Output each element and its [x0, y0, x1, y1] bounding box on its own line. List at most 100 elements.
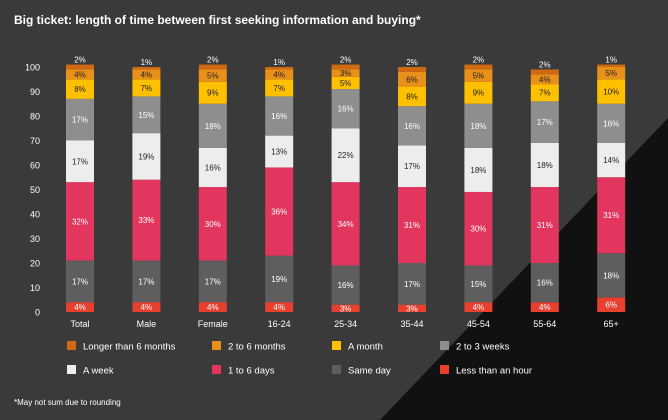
- y-tick-label: 100: [25, 63, 40, 73]
- bar-segment: [597, 103, 626, 143]
- bar-segment: [530, 187, 559, 263]
- bar-stack: [132, 67, 161, 312]
- bar-stack: [331, 64, 360, 312]
- bar-segment: [198, 302, 227, 312]
- legend-item: Longer than 6 months: [67, 341, 176, 353]
- bar-stack: [198, 64, 227, 312]
- data-label: 16%: [271, 112, 287, 121]
- bar-segment: [198, 64, 227, 70]
- legend-label: 2 to 3 weeks: [456, 342, 510, 353]
- bar-segment: [597, 64, 626, 67]
- data-label: 17%: [72, 277, 88, 286]
- y-tick-label: 10: [30, 283, 40, 293]
- bar-segment: [66, 140, 94, 183]
- y-tick-label: 40: [30, 210, 40, 220]
- bar-segment: [597, 253, 626, 298]
- data-label: 33%: [138, 216, 154, 225]
- bar-segment: [331, 128, 360, 183]
- bar-segment: [265, 135, 294, 168]
- data-label: 4%: [539, 303, 551, 312]
- bar-segment: [66, 182, 94, 261]
- bar-segment: [66, 79, 94, 99]
- y-tick-label: 0: [35, 308, 40, 318]
- bar-segment: [597, 297, 626, 312]
- bar-segment: [331, 76, 360, 90]
- data-label: 17%: [205, 277, 221, 286]
- data-label: 4%: [473, 303, 485, 312]
- data-label: 16%: [537, 279, 553, 288]
- y-tick-label: 90: [30, 87, 40, 97]
- data-label: 18%: [603, 271, 619, 280]
- bar-segment: [66, 260, 94, 303]
- bar-segment: [132, 260, 161, 303]
- legend-label: A month: [348, 342, 383, 353]
- data-label: 31%: [537, 221, 553, 230]
- bar-segment: [132, 69, 161, 80]
- bar-segment: [265, 67, 294, 70]
- data-label: 17%: [537, 118, 553, 127]
- legend-swatch: [440, 341, 449, 350]
- data-label: 15%: [138, 111, 154, 120]
- data-label: 9%: [473, 89, 485, 98]
- bar-segment: [530, 84, 559, 102]
- bar-segment: [530, 69, 559, 75]
- y-tick-label: 50: [30, 185, 40, 195]
- bar-segment: [597, 67, 626, 80]
- data-label: 16%: [603, 119, 619, 128]
- data-label: 18%: [470, 122, 486, 131]
- bar-segment: [198, 147, 227, 188]
- data-label: 16%: [404, 122, 420, 131]
- x-tick-label: 35-44: [400, 319, 423, 329]
- data-label: 2%: [340, 56, 352, 65]
- data-label: 16%: [338, 281, 354, 290]
- data-label: 4%: [141, 70, 153, 79]
- footnote: *May not sum due to rounding: [14, 398, 121, 407]
- x-tick-label: 55-64: [533, 319, 556, 329]
- data-label: 9%: [207, 89, 219, 98]
- y-tick-label: 80: [30, 112, 40, 122]
- x-tick-label: 65+: [604, 319, 619, 329]
- data-label: 6%: [406, 75, 418, 84]
- legend-label: 1 to 6 days: [228, 366, 275, 377]
- legend: Longer than 6 months 2 to 6 months A month…: [67, 341, 532, 377]
- legend-label: 2 to 6 months: [228, 342, 286, 353]
- diagonal-shade: [380, 118, 668, 420]
- data-label: 2%: [74, 56, 86, 65]
- data-label: 18%: [537, 161, 553, 170]
- data-label: 17%: [404, 280, 420, 289]
- x-tick-label: Male: [137, 319, 157, 329]
- data-label: 30%: [470, 225, 486, 234]
- data-label: 22%: [338, 151, 354, 160]
- data-label: 3%: [340, 69, 352, 78]
- data-label: 16%: [205, 163, 221, 172]
- bar-segment: [398, 145, 426, 188]
- legend-item: Less than an hour: [440, 365, 532, 377]
- data-label: 4%: [273, 303, 285, 312]
- bar-segment: [66, 64, 94, 70]
- bar-segment: [464, 103, 493, 148]
- data-label: 7%: [539, 89, 551, 98]
- legend-label: Longer than 6 months: [83, 342, 176, 353]
- legend-item: 2 to 6 months: [212, 341, 286, 353]
- bar-segment: [530, 302, 559, 312]
- legend-item: 1 to 6 days: [212, 365, 275, 377]
- bar-segment: [597, 177, 626, 254]
- bar-segment: [464, 302, 493, 312]
- bar-segment: [597, 142, 626, 178]
- data-label: 16%: [338, 105, 354, 114]
- bar-segment: [398, 86, 426, 107]
- data-label: 5%: [340, 79, 352, 88]
- legend-swatch: [212, 341, 221, 350]
- data-label: 8%: [406, 92, 418, 101]
- x-tick-label: 45-54: [467, 319, 490, 329]
- data-label: 19%: [271, 275, 287, 284]
- bar-segment: [398, 67, 426, 72]
- bar-segment: [331, 182, 360, 266]
- data-label: 2%: [406, 58, 418, 67]
- bar-segment: [530, 101, 559, 143]
- data-label: 4%: [74, 303, 86, 312]
- data-label: 2%: [473, 56, 485, 65]
- bar-segment: [265, 167, 294, 256]
- legend-label: A week: [83, 366, 114, 377]
